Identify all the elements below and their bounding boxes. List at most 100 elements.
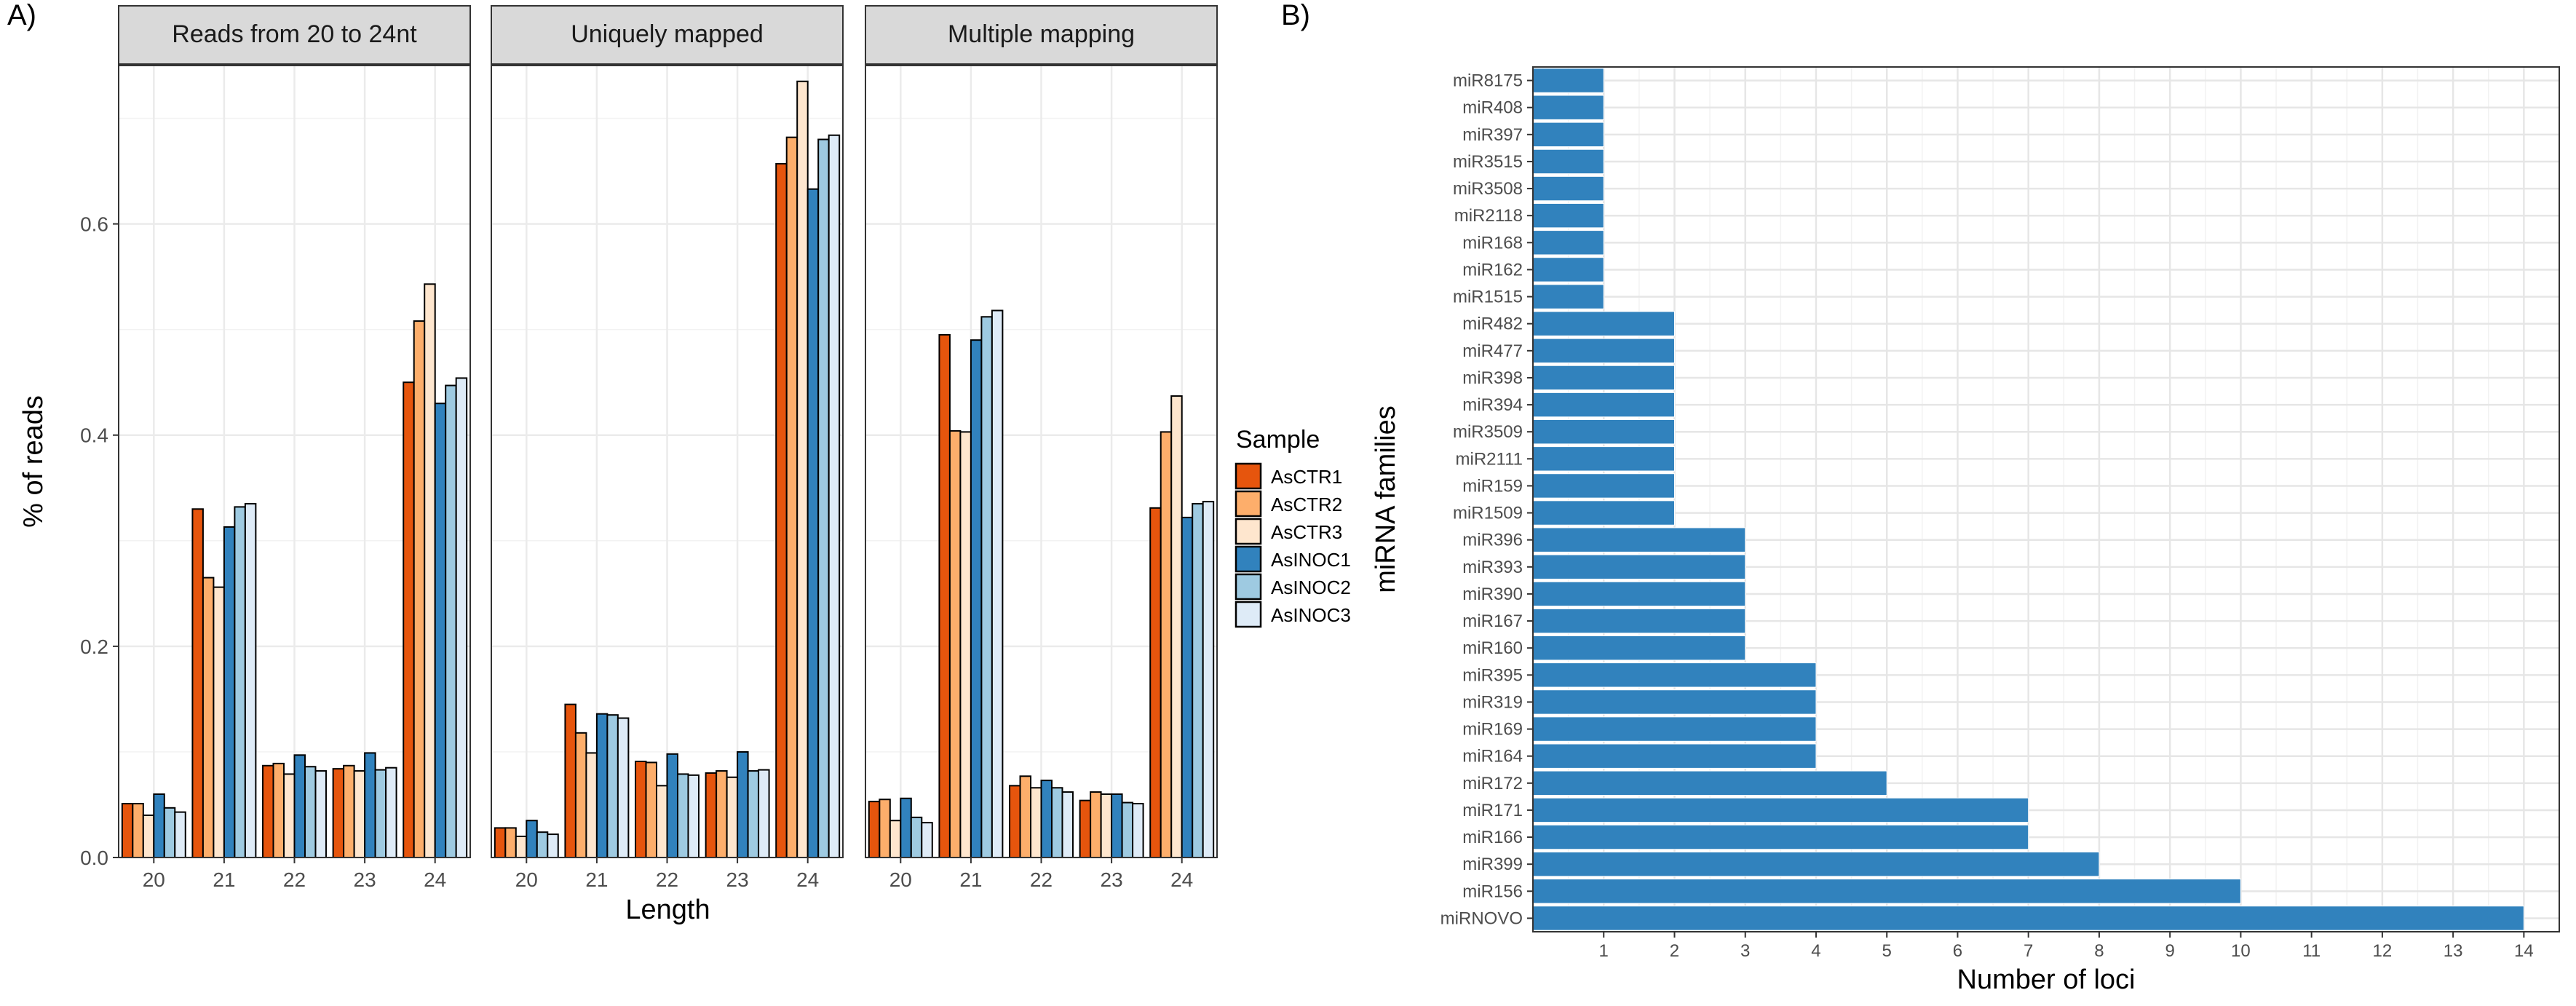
y-tick-label: miR169 — [1462, 720, 1523, 740]
bar — [515, 835, 528, 859]
bar — [1532, 392, 1675, 418]
x-tick-label: 22 — [656, 868, 678, 891]
x-tick-label: 14 — [2514, 941, 2534, 961]
bar — [970, 339, 983, 858]
y-tick-label: miR393 — [1462, 558, 1523, 577]
bar — [1532, 500, 1675, 526]
legend-swatch — [1235, 462, 1262, 490]
y-tick-label: miR399 — [1462, 855, 1523, 874]
y-axis-title: % of reads — [18, 395, 49, 528]
x-tick-label: 8 — [2094, 941, 2104, 961]
x-tick-label: 23 — [1101, 868, 1123, 891]
x-tick-label: 7 — [2024, 941, 2033, 961]
x-tick-label: 21 — [213, 868, 235, 891]
y-tick-label: miR396 — [1462, 531, 1523, 550]
bar — [364, 752, 376, 859]
bar — [716, 770, 728, 858]
bar — [385, 767, 397, 859]
x-tick-label: 21 — [585, 868, 608, 891]
x-tick-label: 12 — [2373, 941, 2393, 961]
bar — [1532, 68, 1604, 93]
bar — [1532, 95, 1604, 120]
bar — [536, 831, 549, 858]
chart-b-mirna-families: miR8175 miR408 miR397 miR3515 miR3508 miR2118… — [1371, 66, 2560, 995]
bar — [121, 803, 134, 858]
bar — [153, 793, 165, 858]
bar — [1170, 395, 1183, 858]
bar — [1532, 608, 1746, 634]
x-tick-label: 23 — [726, 868, 749, 891]
bar — [705, 772, 718, 858]
x-tick-label: 9 — [2165, 941, 2174, 961]
bar — [262, 764, 274, 858]
x-tick-label: 21 — [959, 868, 982, 891]
legend-label: AsCTR2 — [1271, 494, 1342, 515]
bar — [272, 762, 285, 858]
bar — [504, 827, 517, 859]
chart-a-read-length: Reads from 20 to 24nt 20 21 22 23 24 Uniquely … — [18, 5, 1218, 925]
bar — [676, 773, 689, 859]
bar — [1532, 554, 1746, 580]
x-tick-label: 10 — [2231, 941, 2251, 961]
legend-label: AsINOC2 — [1271, 577, 1351, 598]
y-tick-label: miR166 — [1462, 828, 1523, 847]
bar — [1532, 743, 1817, 769]
bar — [1532, 446, 1675, 472]
bar — [413, 320, 426, 858]
legend-swatch — [1235, 573, 1262, 601]
bar — [1019, 775, 1032, 859]
y-tick-label: miR3509 — [1453, 422, 1523, 442]
x-tick-label: 2 — [1670, 941, 1679, 961]
bar — [353, 770, 366, 858]
bar — [980, 316, 993, 858]
facet-strip — [491, 5, 844, 65]
bar — [1532, 635, 1746, 661]
panel-label-b: B) — [1281, 0, 1310, 31]
y-tick-label: 0.0 — [80, 847, 108, 869]
bar — [921, 822, 933, 859]
bar — [1009, 785, 1021, 858]
bar — [244, 503, 257, 858]
bar — [645, 761, 658, 858]
bar — [213, 586, 225, 858]
bar — [959, 431, 972, 858]
bar — [1090, 791, 1102, 859]
y-tick-label: miR397 — [1462, 125, 1523, 145]
bar — [494, 827, 507, 859]
bar — [526, 820, 538, 859]
y-tick-label: miR171 — [1462, 801, 1523, 820]
bar — [991, 309, 1004, 858]
sample-legend: Sample AsCTR1 AsCTR2 AsCTR3 AsINOC1 AsINOC2 As… — [1235, 426, 1351, 628]
bar — [304, 766, 317, 859]
bar — [807, 188, 820, 858]
x-tick-label: 1 — [1599, 941, 1609, 961]
bar — [332, 768, 345, 859]
bar — [910, 816, 923, 858]
y-tick-label: miR172 — [1462, 774, 1523, 793]
facet-border — [865, 65, 1218, 858]
bar — [656, 785, 668, 858]
facet-title: Uniquely mapped — [571, 20, 764, 48]
x-axis-title: Length — [625, 895, 710, 925]
facet-strip — [118, 5, 471, 65]
x-tick-label: 20 — [143, 868, 165, 891]
legend-label: AsINOC1 — [1271, 549, 1351, 571]
x-tick-label: 24 — [1170, 868, 1193, 891]
bar — [635, 760, 647, 859]
y-tick-label: miR2111 — [1456, 449, 1523, 469]
x-tick-label: 3 — [1740, 941, 1750, 961]
bar — [1121, 801, 1134, 858]
bar — [283, 773, 296, 859]
y-tick-label: miR167 — [1462, 611, 1523, 631]
y-tick-label: miR168 — [1462, 233, 1523, 253]
facet-border — [118, 65, 471, 858]
bar — [1030, 787, 1042, 858]
y-tick-label: miR156 — [1462, 882, 1523, 901]
y-tick-label: miR8175 — [1453, 71, 1523, 91]
x-tick-label: 4 — [1811, 941, 1820, 961]
bar — [1061, 791, 1074, 859]
x-tick-label: 22 — [1030, 868, 1053, 891]
x-tick-label: 24 — [796, 868, 819, 891]
y-tick-label: 0.6 — [80, 213, 108, 236]
